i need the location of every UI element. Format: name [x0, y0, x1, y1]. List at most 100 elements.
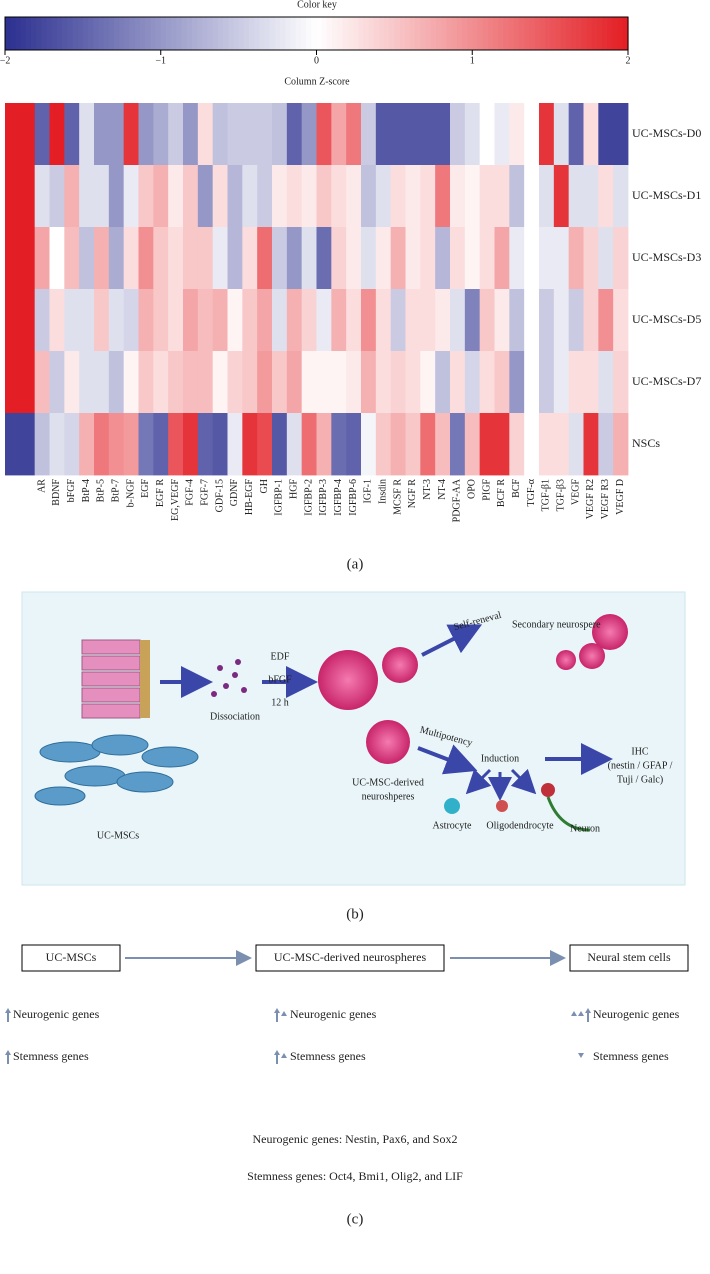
heatmap-cell	[34, 289, 50, 352]
heatmap-cell	[123, 413, 139, 476]
column-label: PIGF	[481, 479, 492, 501]
heatmap-cell	[464, 103, 481, 166]
row-label: UC-MSCs-D0	[632, 126, 701, 140]
colorbar-step	[435, 17, 442, 50]
heatmap-cell	[390, 165, 406, 228]
heatmap-cell	[613, 413, 629, 476]
heatmap-cell	[5, 227, 21, 290]
heatmap-cell	[257, 413, 273, 476]
colorbar-step	[544, 17, 551, 50]
heatmap-cell	[197, 227, 214, 290]
column-label: IGFBP-3	[318, 479, 329, 516]
heatmap-cell	[346, 351, 362, 414]
heatmap-cell	[375, 165, 392, 228]
heatmap-cell	[153, 413, 169, 476]
heatmap-cell	[405, 413, 421, 476]
colorbar-step	[93, 17, 100, 50]
column-label: IGF-1	[363, 479, 374, 503]
msc-cells	[34, 734, 199, 806]
heatmap-cell	[375, 413, 392, 476]
column-label: IGFBP-6	[348, 479, 359, 516]
heatmap-cell	[286, 227, 303, 290]
colorbar-step	[498, 17, 504, 50]
gene-label: Neurogenic genes	[290, 1007, 377, 1021]
colorbar-step	[233, 17, 240, 50]
gene-label: Stemness genes	[593, 1049, 669, 1063]
heatmap-cell	[34, 103, 50, 166]
colorbar-step	[56, 17, 63, 50]
heatmap-cell	[5, 165, 21, 228]
colorbar-step	[202, 17, 209, 50]
column-label: NGF R	[407, 479, 418, 509]
heatmap-cell	[272, 289, 288, 352]
heatmap-cell	[168, 351, 184, 414]
gene-label: Neurogenic genes	[593, 1007, 680, 1021]
heatmap-cell	[598, 289, 614, 352]
heatmap-cell	[242, 165, 258, 228]
axon	[546, 796, 591, 832]
heatmap-cell	[598, 165, 614, 228]
colorbar-step	[383, 17, 390, 50]
heatmap-cell	[242, 103, 258, 166]
heatmap-cell	[568, 351, 584, 414]
heatmap-cell	[464, 227, 481, 290]
colorkey-title: Color key	[297, 0, 337, 10]
column-label: EGF R	[155, 479, 166, 507]
colorbar-step	[274, 17, 281, 50]
colorbar-step	[461, 17, 468, 50]
colorbar-step	[529, 17, 536, 50]
heatmap-cell	[123, 165, 139, 228]
heatmap-cell	[272, 351, 288, 414]
heatmap-cell	[301, 413, 317, 476]
colorbar-step	[25, 17, 32, 50]
heatmap-cell	[227, 165, 243, 228]
colorbar-step	[88, 17, 94, 50]
heatmap-cell	[524, 103, 540, 166]
heatmap-cell	[79, 351, 95, 414]
colorbar-step	[352, 17, 359, 50]
heatmap-cell	[479, 413, 495, 476]
heatmap-cell	[301, 351, 317, 414]
colorbar-step	[150, 17, 157, 50]
heatmap-cell	[346, 413, 362, 476]
heatmap-cell	[316, 227, 332, 290]
heatmap-cell	[212, 351, 228, 414]
heatmap-cell	[464, 289, 481, 352]
heatmap-cell	[390, 103, 406, 166]
heatmap-cell	[316, 413, 332, 476]
colorbar-step	[332, 17, 338, 50]
arrow	[421, 624, 483, 657]
heatmap-cell	[94, 227, 110, 290]
column-label: VEGF R2	[585, 479, 596, 519]
colorbar-step	[368, 17, 375, 50]
heatmap-cell	[494, 289, 510, 352]
heatmap-cell	[79, 103, 95, 166]
heatmap-cell	[420, 413, 436, 476]
colorbar-step	[15, 17, 22, 50]
heatmap-cell	[375, 227, 392, 290]
heatmap-cell	[227, 351, 243, 414]
heatmap-cell	[49, 227, 65, 290]
heatmap-cell	[64, 351, 80, 414]
colorbar-step	[612, 17, 619, 50]
colorbar-step	[191, 17, 198, 50]
oligodendrocyte-icon	[496, 800, 508, 812]
column-label: NT-4	[437, 479, 448, 500]
heatmap-cell	[390, 413, 406, 476]
panel-b: Self-reneval Secondary neurospere EDF bF…	[21, 591, 686, 886]
heatmap-cell	[286, 165, 303, 228]
heatmap-cell	[553, 413, 570, 476]
colorbar-tick-label: 1	[470, 55, 475, 66]
heatmap-cell	[539, 103, 555, 166]
note: Neurogenic genes: Nestin, Pax6, and Sox2	[253, 1132, 458, 1146]
tissue-stack	[81, 639, 150, 719]
gene-label: Neurogenic genes	[13, 1007, 100, 1021]
label: neuroshperes	[362, 791, 415, 802]
heatmap-cell	[64, 103, 80, 166]
heatmap-cell	[212, 103, 228, 166]
heatmap-cell	[405, 103, 421, 166]
colorbar-step	[67, 17, 74, 50]
heatmap-cell	[553, 227, 570, 290]
heatmap-cell	[19, 289, 36, 352]
heatmap-cell	[420, 103, 436, 166]
